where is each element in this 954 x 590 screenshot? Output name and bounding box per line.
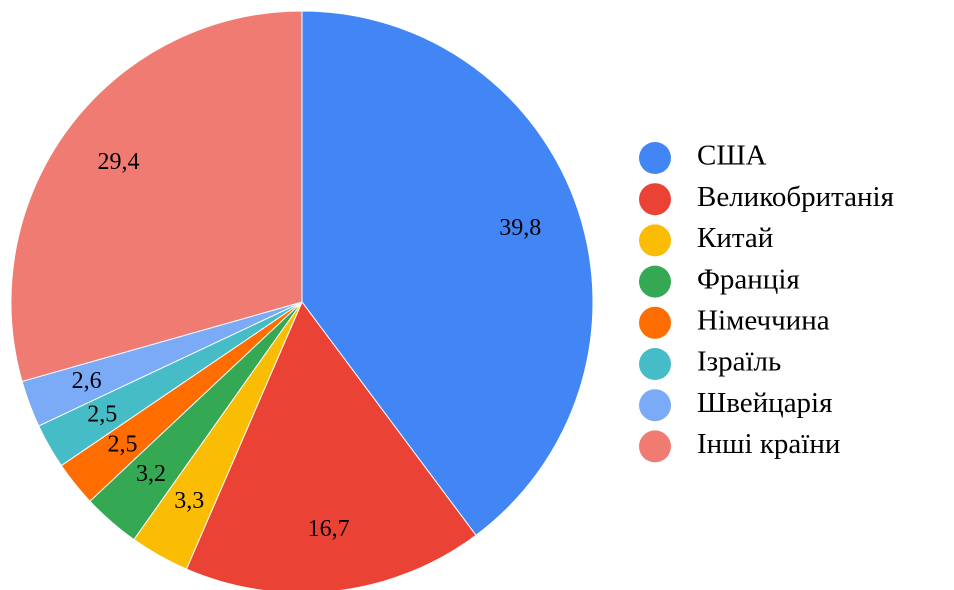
slice-label: 29,4 [98, 149, 140, 175]
pie-slice [185, 301, 477, 590]
pie-slice [301, 10, 594, 536]
legend-label: Франція [697, 263, 800, 295]
legend-label: США [697, 140, 767, 172]
pie-slice [10, 10, 303, 383]
legend-label: Китай [697, 222, 773, 254]
slice-label: 39,8 [499, 215, 541, 241]
slice-label: 3,2 [136, 461, 166, 487]
legend-swatch [639, 265, 671, 298]
legend-swatch [639, 183, 671, 216]
legend-label: Великобританія [697, 181, 894, 213]
legend-swatch [639, 389, 671, 422]
legend-label: Ізраїль [697, 346, 781, 378]
slice-label: 2,5 [87, 401, 117, 427]
slice-label: 2,5 [108, 431, 138, 457]
legend-swatch [639, 142, 671, 174]
legend-label: Німеччина [697, 304, 830, 336]
legend-label: Швейцарія [697, 387, 832, 419]
legend-label: Інші країни [697, 428, 840, 460]
slice-label: 3,3 [174, 488, 204, 514]
legend-swatch [639, 430, 671, 463]
legend-swatch [639, 224, 671, 257]
legend-swatch [639, 348, 671, 380]
legend-swatch [639, 306, 671, 339]
slice-label: 2,6 [72, 368, 102, 394]
slice-label: 16,7 [308, 516, 350, 542]
